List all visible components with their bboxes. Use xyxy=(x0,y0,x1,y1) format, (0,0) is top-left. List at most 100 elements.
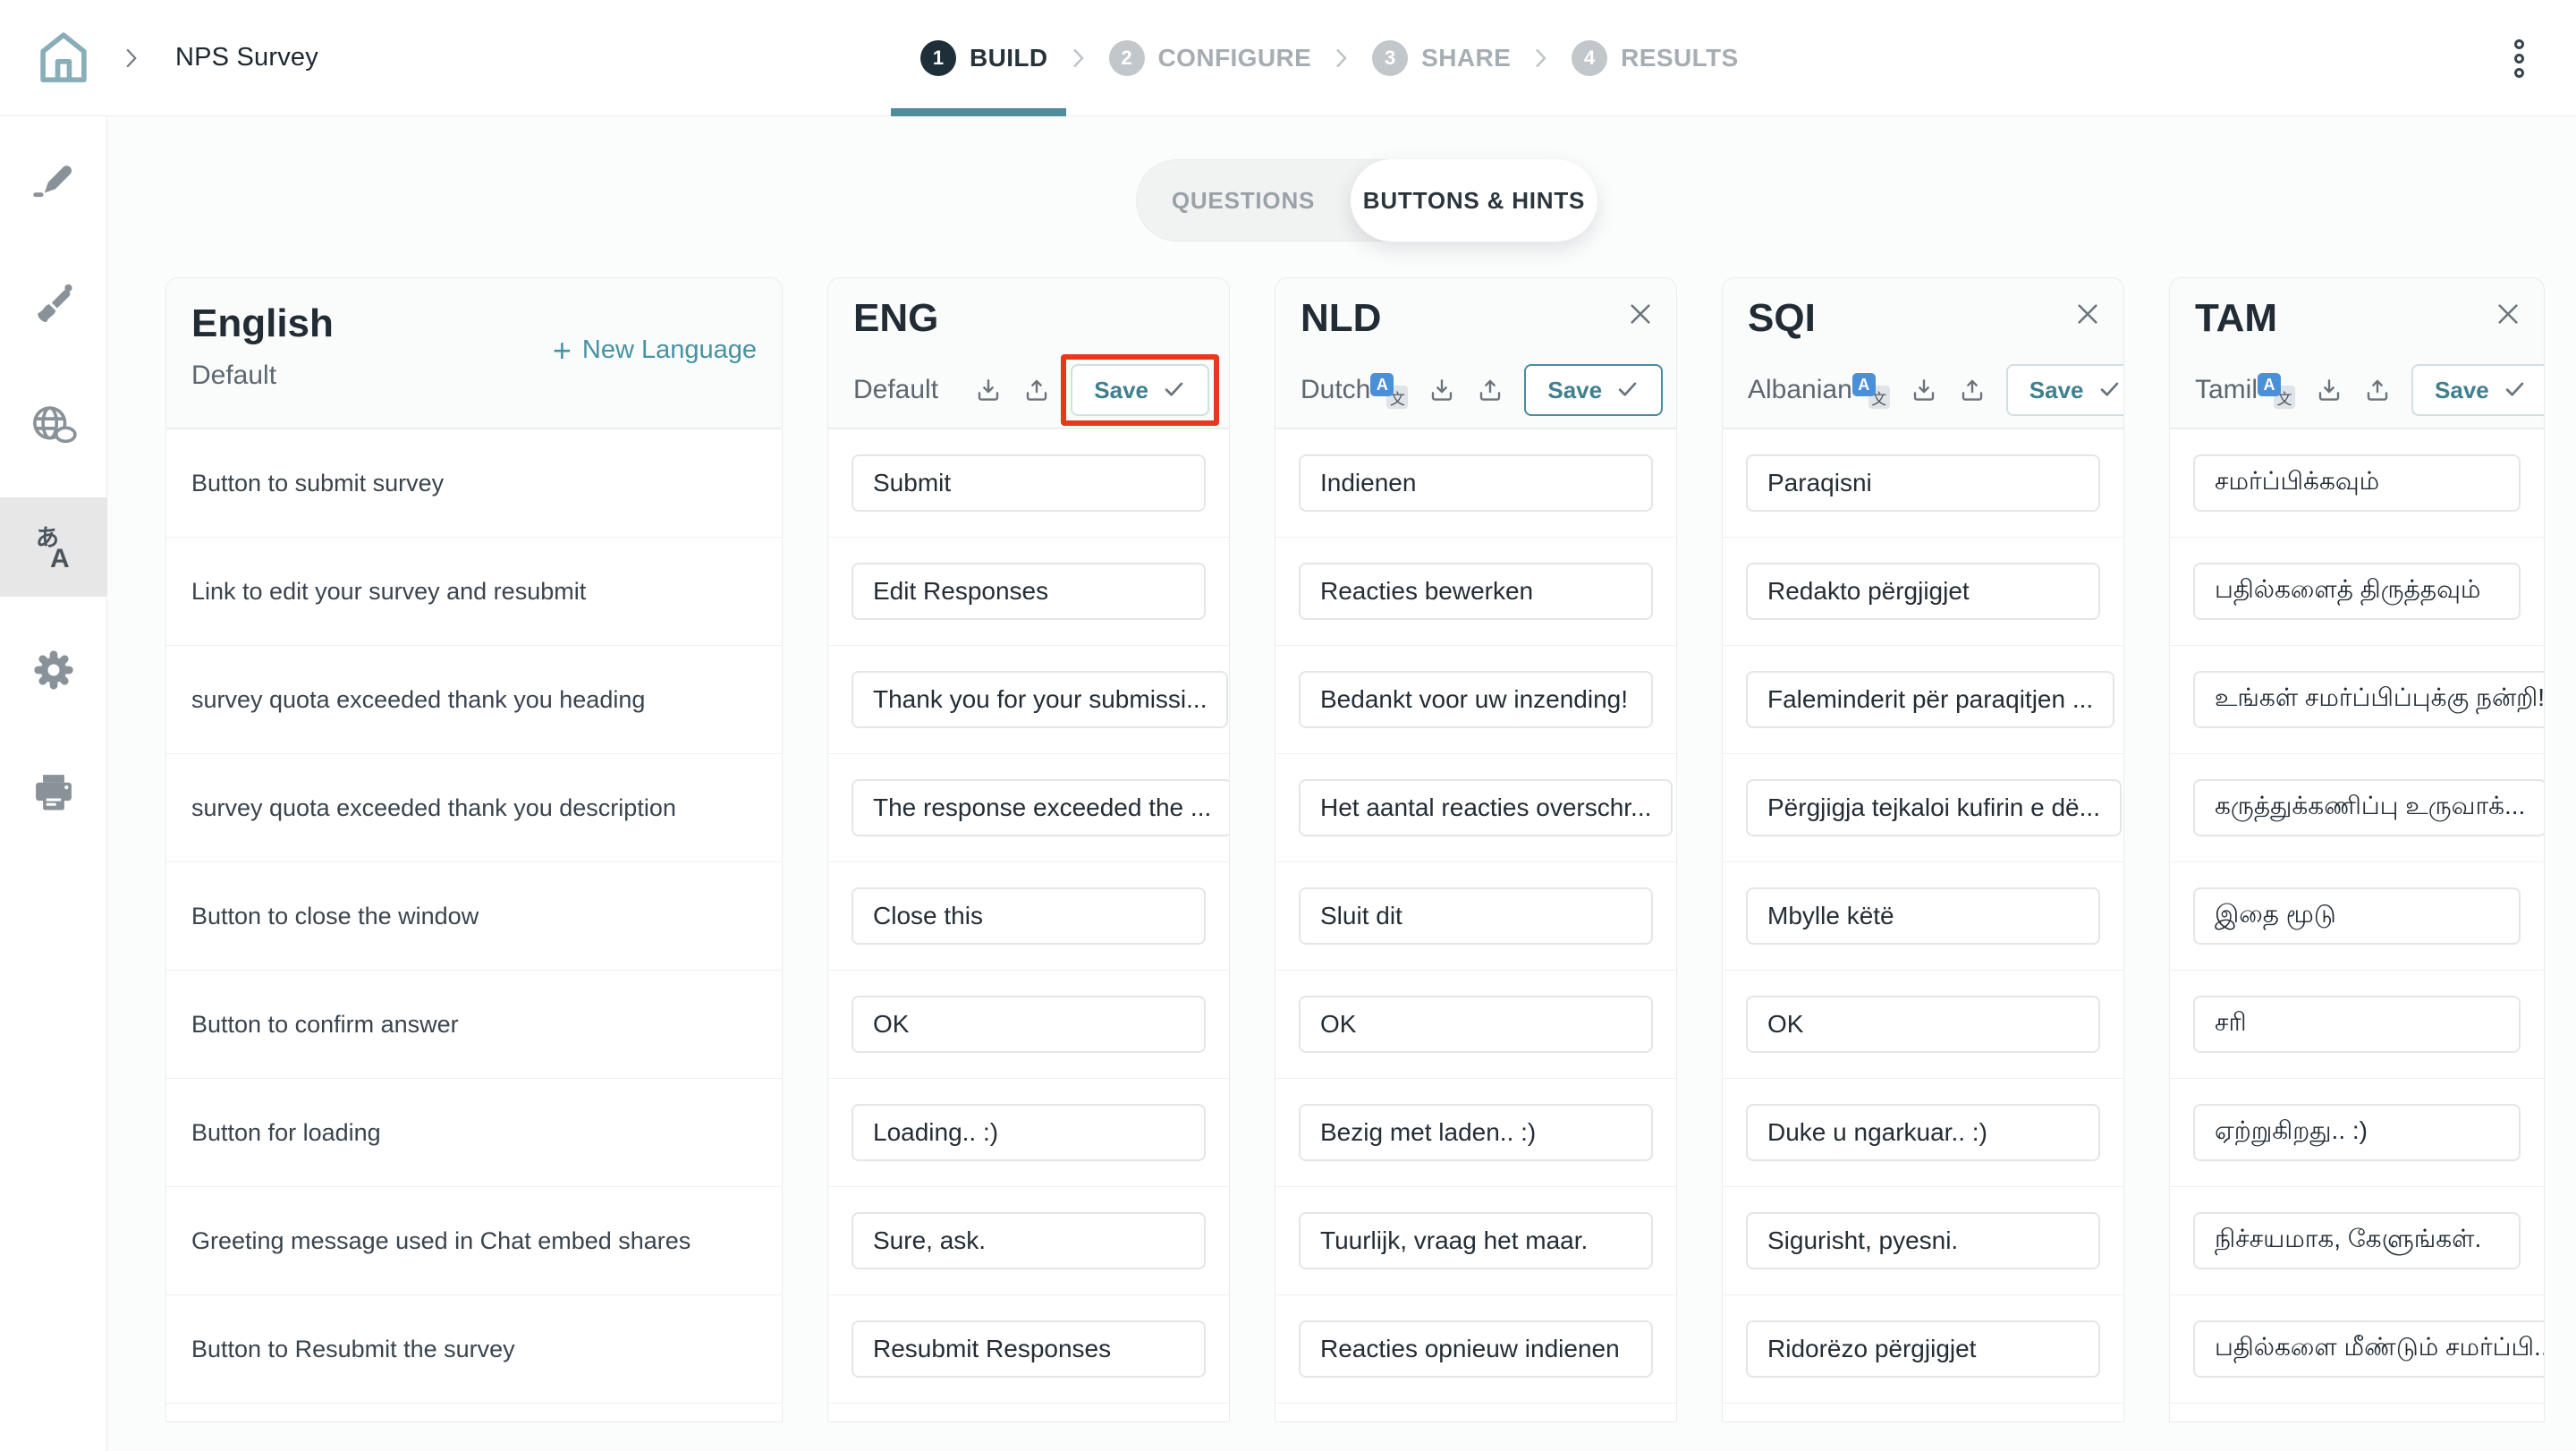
translation-input[interactable]: இதை மூடு xyxy=(2193,887,2521,945)
download-icon[interactable] xyxy=(2315,376,2343,404)
step-number: 2 xyxy=(1108,40,1145,76)
save-label: Save xyxy=(2435,376,2489,403)
download-icon[interactable] xyxy=(1428,376,1456,404)
translation-input[interactable]: Bedankt voor uw inzending! xyxy=(1299,671,1653,728)
translation-input[interactable]: Sigurisht, pyesni. xyxy=(1746,1212,2100,1269)
close-icon[interactable] xyxy=(2072,298,2104,330)
translation-row: கருத்துக்கணிப்பு உருவாக்... xyxy=(2170,753,2544,861)
language-column-header: NLD Dutch 文 A Save xyxy=(1275,278,1676,429)
check-icon xyxy=(1162,377,1186,403)
step-build[interactable]: 1 BUILD xyxy=(920,40,1048,76)
default-language-subtitle: Default xyxy=(191,361,277,390)
step-number: 3 xyxy=(1372,40,1409,76)
tab-buttons-hints[interactable]: BUTTONS & HINTS xyxy=(1351,159,1597,242)
translation-input[interactable]: OK xyxy=(1299,996,1653,1053)
translation-input[interactable]: Faleminderit për paraqitjen ... xyxy=(1746,671,2115,728)
translation-input[interactable]: Indienen xyxy=(1299,454,1653,512)
translation-input[interactable]: Reacties bewerken xyxy=(1299,563,1653,620)
translation-input[interactable]: சரி xyxy=(2193,996,2521,1053)
translation-input[interactable]: Resubmit Responses xyxy=(852,1320,1206,1378)
translation-row: Sure, ask. xyxy=(828,1186,1229,1294)
sidebar-item-pencil[interactable] xyxy=(0,130,107,229)
sidebar-item-globe[interactable] xyxy=(0,375,107,474)
translation-input[interactable]: Loading.. :) xyxy=(852,1104,1206,1161)
save-button[interactable]: Save xyxy=(1071,364,1209,416)
label-row: Button for loading xyxy=(166,1078,782,1186)
wizard-steps: 1 BUILD 2 CONFIGURE 3 SHARE 4 RESULTS xyxy=(920,0,1739,116)
sidebar-item-gear[interactable] xyxy=(0,620,107,719)
save-button[interactable]: Save xyxy=(1524,364,1664,416)
new-language-button[interactable]: + New Language xyxy=(552,331,757,369)
translation-row: Redakto përgjigjet xyxy=(1723,537,2123,645)
translation-input[interactable]: Het aantal reacties overschr... xyxy=(1299,779,1674,836)
upload-icon[interactable] xyxy=(1958,376,1987,404)
language-name: Tamil xyxy=(2195,375,2258,404)
translation-input[interactable]: Duke u ngarkuar.. :) xyxy=(1746,1104,2100,1161)
language-column-nld: NLD Dutch 文 A Save Indienen Reacties bewerken B… xyxy=(1275,277,1677,1422)
translation-input[interactable]: Redakto përgjigjet xyxy=(1746,563,2100,620)
translation-row xyxy=(1275,1403,1676,1421)
translation-row: உங்கள் சமர்ப்பிப்புக்கு நன்றி! xyxy=(2170,645,2544,753)
translation-input[interactable]: OK xyxy=(1746,996,2100,1053)
translation-input[interactable]: Sure, ask. xyxy=(852,1212,1206,1269)
upload-icon[interactable] xyxy=(1476,376,1504,404)
language-column-eng: ENG Default Save Submit Edit Responses Thank … xyxy=(827,277,1230,1422)
translation-input[interactable]: உங்கள் சமர்ப்பிப்புக்கு நன்றி! xyxy=(2193,671,2544,728)
translation-input[interactable]: நிச்சயமாக, கேளுங்கள். xyxy=(2193,1212,2521,1269)
sidebar-item-printer[interactable] xyxy=(0,742,107,842)
translation-input[interactable]: ஏற்றுகிறது.. :) xyxy=(2193,1104,2521,1161)
translation-input[interactable]: Ridorëzo përgjigjet xyxy=(1746,1320,2100,1378)
upload-icon[interactable] xyxy=(2363,376,2392,404)
translation-row: Sigurisht, pyesni. xyxy=(1723,1186,2123,1294)
translation-input[interactable]: Mbylle këtë xyxy=(1746,887,2100,945)
close-icon[interactable] xyxy=(1624,298,1657,330)
download-icon[interactable] xyxy=(1910,376,1938,404)
translation-input[interactable]: The response exceeded the ... xyxy=(852,779,1229,836)
label-row: Greeting message used in Chat embed shar… xyxy=(166,1186,782,1294)
kebab-menu-icon[interactable] xyxy=(2499,30,2538,87)
translation-input[interactable]: பதில்களை மீண்டும் சமர்ப்பி... xyxy=(2193,1320,2544,1378)
labels-column: English Default + New Language Button to sub… xyxy=(165,277,783,1422)
translation-input[interactable]: Close this xyxy=(852,887,1206,945)
translation-input[interactable]: Submit xyxy=(852,454,1206,512)
upload-icon[interactable] xyxy=(1022,376,1051,404)
translation-input[interactable]: Paraqisni xyxy=(1746,454,2100,512)
translation-input[interactable]: OK xyxy=(852,996,1206,1053)
step-results[interactable]: 4 RESULTS xyxy=(1572,40,1738,76)
check-icon xyxy=(1615,377,1640,403)
language-header-actions: Dutch 文 A Save xyxy=(1301,364,1664,416)
save-button[interactable]: Save xyxy=(2411,364,2544,416)
translation-input[interactable]: Tuurlijk, vraag het maar. xyxy=(1299,1212,1653,1269)
step-share[interactable]: 3 SHARE xyxy=(1372,40,1511,76)
sidebar-item-paintbrush[interactable] xyxy=(0,252,107,352)
translation-input[interactable]: கருத்துக்கணிப்பு உருவாக்... xyxy=(2193,779,2544,836)
home-icon[interactable] xyxy=(32,25,95,91)
translation-input[interactable]: Reacties opnieuw indienen xyxy=(1299,1320,1653,1378)
tab-questions[interactable]: QUESTIONS xyxy=(1171,186,1316,214)
pencil-icon xyxy=(30,157,77,203)
translation-input[interactable]: Thank you for your submissi... xyxy=(852,671,1229,728)
plus-icon: + xyxy=(552,331,572,369)
step-configure[interactable]: 2 CONFIGURE xyxy=(1108,40,1312,76)
translation-input[interactable]: Sluit dit xyxy=(1299,887,1653,945)
step-number: 4 xyxy=(1572,40,1608,76)
close-icon[interactable] xyxy=(2492,298,2524,330)
translation-input[interactable]: Edit Responses xyxy=(852,563,1206,620)
new-language-label: New Language xyxy=(581,335,757,364)
translation-row: OK xyxy=(1275,970,1676,1078)
language-column-tam: TAM Tamil 文 A Save சமர்ப்பிக்கவும் பதில்களைத் … xyxy=(2169,277,2545,1422)
save-button[interactable]: Save xyxy=(2005,364,2123,416)
download-icon[interactable] xyxy=(974,376,1003,404)
translation-input[interactable]: சமர்ப்பிக்கவும் xyxy=(2193,454,2521,512)
paintbrush-icon xyxy=(30,279,77,326)
translation-row: Close this xyxy=(828,861,1229,970)
translation-input[interactable]: Përgjigja tejkaloi kufirin e dë... xyxy=(1746,779,2122,836)
translation-input[interactable]: பதில்களைத் திருத்தவும் xyxy=(2193,563,2521,620)
save-label: Save xyxy=(2029,376,2084,403)
translation-input[interactable]: Bezig met laden.. :) xyxy=(1299,1104,1653,1161)
